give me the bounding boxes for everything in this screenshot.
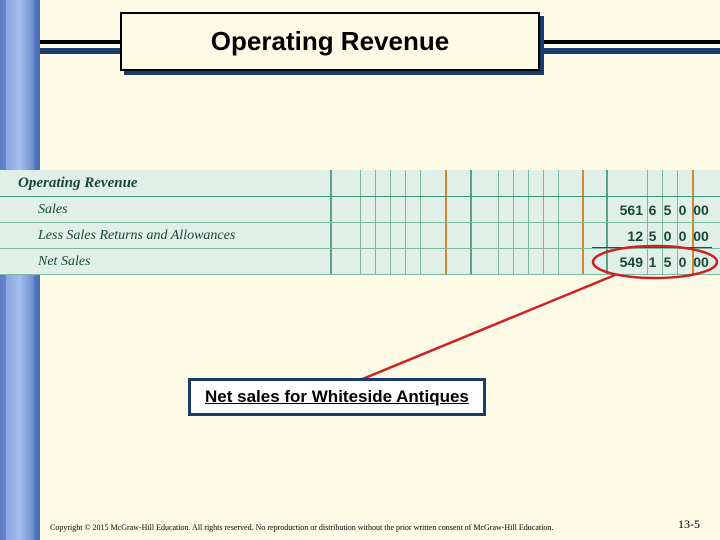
amount-returns: 12 5 0 0 00	[605, 223, 712, 249]
ledger-header-row: Operating Revenue	[0, 170, 720, 197]
slide-title: Operating Revenue	[142, 26, 518, 57]
ledger-table: Operating Revenue Sales 561 6 5 0 00 Les…	[0, 170, 720, 275]
ledger-label: Net Sales	[38, 249, 91, 275]
ledger-row-net: Net Sales 549 1 5 0 00	[0, 249, 720, 275]
ledger-label: Sales	[38, 197, 68, 223]
ledger-row-sales: Sales 561 6 5 0 00	[0, 197, 720, 223]
amount-sales: 561 6 5 0 00	[605, 197, 712, 223]
copyright-text: Copyright © 2015 McGraw-Hill Education. …	[50, 523, 553, 532]
ledger-row-returns: Less Sales Returns and Allowances 12 5 0…	[0, 223, 720, 249]
ledger-label: Less Sales Returns and Allowances	[38, 223, 235, 249]
amount-net: 549 1 5 0 00	[605, 249, 712, 275]
net-underline	[592, 247, 712, 248]
callout-text: Net sales for Whiteside Antiques	[205, 387, 469, 406]
slide-footer: Copyright © 2015 McGraw-Hill Education. …	[50, 517, 700, 532]
ledger-header-label: Operating Revenue	[18, 170, 138, 196]
callout-box: Net sales for Whiteside Antiques	[188, 378, 486, 416]
page-number: 13-5	[678, 517, 700, 532]
slide-title-box: Operating Revenue	[120, 12, 540, 71]
